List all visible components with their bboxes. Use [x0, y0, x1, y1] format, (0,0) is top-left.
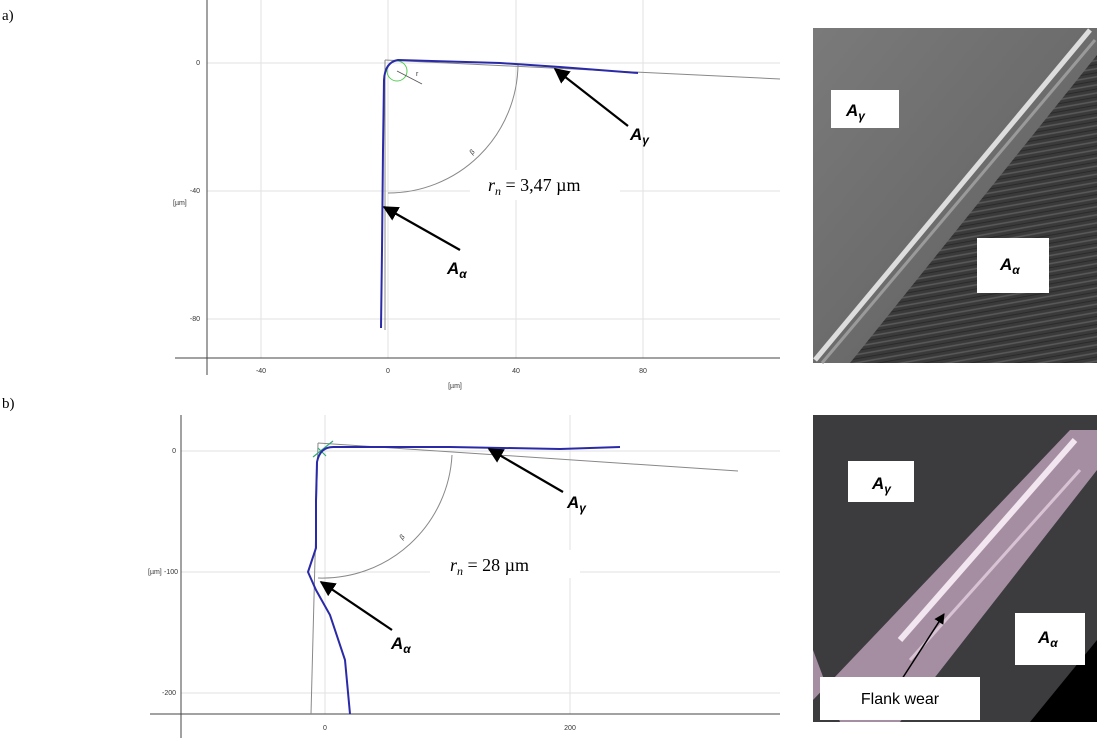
angle-label: β: [399, 534, 407, 542]
x-tick-label: 40: [512, 368, 520, 375]
flank-face-label: Aα: [390, 634, 411, 656]
flank-face-label: Aα: [446, 259, 467, 281]
panel-label: b): [2, 396, 15, 412]
y-tick-label: -80: [190, 316, 200, 323]
y-tick-label: -40: [190, 188, 200, 195]
x-axis-label: [µm]: [448, 383, 462, 390]
x-tick-label: 80: [639, 368, 647, 375]
y-axis-label: [µm]: [173, 200, 187, 207]
profile-chart-b: 0 [µm] -100 -200 0 200 β rn = 28 µm Aγ A…: [148, 415, 780, 738]
rake-face-label: Aγ: [629, 125, 650, 147]
x-tick-label: 0: [323, 725, 327, 732]
y-axis-label: [µm]: [148, 569, 162, 576]
figure: a) 0 -40 -80 [µm] -40 0 40 80 [µm] β r r…: [0, 0, 1099, 738]
y-tick-label: 0: [172, 448, 176, 455]
angle-label: β: [469, 149, 477, 157]
micrograph-b: Aγ Aα Flank wear: [813, 415, 1097, 722]
x-tick-label: 0: [386, 368, 390, 375]
x-tick-label: -40: [256, 368, 266, 375]
panel-label: a): [2, 8, 14, 24]
profile-chart-a: 0 -40 -80 [µm] -40 0 40 80 [µm] β r rn =…: [173, 0, 780, 390]
radius-mark: r: [416, 71, 419, 78]
y-tick-label: -100: [164, 569, 178, 576]
y-tick-label: 0: [196, 60, 200, 67]
radius-label: rn = 3,47 µm: [488, 175, 581, 198]
rake-face-label: Aγ: [566, 493, 587, 515]
x-tick-label: 200: [564, 725, 576, 732]
flank-wear-label: Flank wear: [861, 691, 940, 708]
y-tick-label: -200: [162, 690, 176, 697]
micrograph-a: Aγ Aα: [813, 28, 1097, 363]
